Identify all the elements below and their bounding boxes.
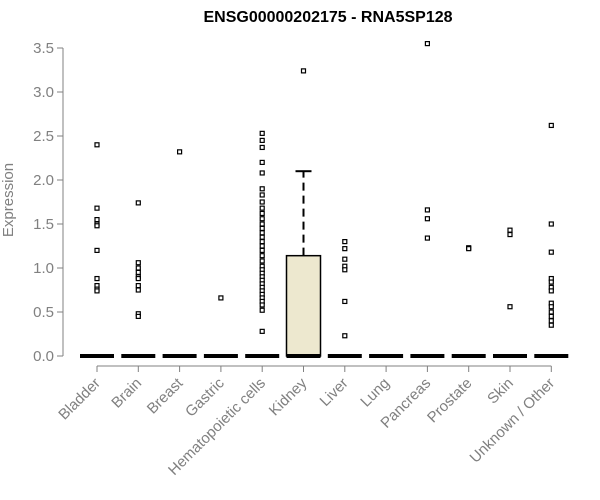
outlier-point — [94, 205, 100, 211]
box-group — [493, 227, 527, 358]
outlier-point — [135, 269, 141, 275]
outlier-point — [259, 186, 265, 192]
y-axis: 0.0 0.5 1.0 1.5 2.0 2.5 3.0 3.5 — [33, 40, 64, 365]
x-tick-label: Skin — [484, 375, 517, 408]
outlier-point — [135, 313, 141, 319]
outlier-point — [259, 247, 265, 253]
outlier-point — [259, 302, 265, 308]
outlier-point — [94, 247, 100, 253]
x-tick-label: Brain — [108, 375, 145, 412]
outlier-point — [94, 223, 100, 229]
box-group — [121, 200, 156, 358]
box-groups — [80, 40, 569, 358]
y-tick-label: 0.0 — [33, 348, 54, 365]
outlier-point — [342, 239, 348, 245]
x-tick-label: Kidney — [266, 374, 311, 419]
box-group — [410, 40, 445, 358]
y-tick-label: 1.0 — [33, 260, 54, 277]
outlier-point — [135, 287, 141, 293]
outlier-point — [259, 221, 265, 227]
y-tick-label: 3.0 — [33, 84, 54, 101]
x-tick-label: Bladder — [55, 375, 104, 424]
outlier-point — [342, 256, 348, 262]
outlier-point — [94, 217, 100, 223]
outlier-point — [259, 258, 265, 264]
outlier-point — [259, 144, 265, 151]
outlier-point — [259, 230, 265, 236]
outlier-point — [135, 275, 141, 282]
y-tick-label: 1.5 — [33, 216, 54, 233]
outlier-point — [548, 304, 554, 310]
y-tick-label: 0.5 — [33, 304, 54, 321]
outlier-point — [300, 68, 307, 74]
outlier-point — [507, 227, 513, 233]
outlier-point — [177, 149, 183, 155]
outlier-point — [259, 205, 265, 211]
outlier-point — [218, 295, 224, 301]
outlier-point — [548, 313, 554, 319]
outlier-point — [548, 122, 554, 129]
x-tick-label: Breast — [144, 374, 187, 417]
outlier-point — [259, 192, 265, 198]
outlier-point — [259, 159, 265, 165]
outlier-point — [259, 239, 265, 245]
outlier-point — [507, 231, 513, 238]
outlier-point — [548, 322, 554, 328]
box-group — [162, 149, 197, 358]
x-tick-label: Lung — [357, 375, 393, 411]
outlier-point — [259, 328, 265, 334]
y-tick-label: 2.5 — [33, 128, 54, 145]
outlier-point — [548, 288, 554, 294]
outlier-point — [548, 318, 554, 324]
outlier-point — [94, 288, 100, 294]
outlier-point — [259, 130, 265, 136]
outlier-point — [424, 235, 430, 241]
outlier-point — [259, 137, 265, 143]
outlier-point — [342, 267, 348, 273]
outlier-point — [548, 249, 554, 255]
x-tick-label: Liver — [317, 375, 352, 410]
box-group — [245, 130, 280, 358]
box-group — [80, 142, 114, 358]
outlier-point — [259, 234, 265, 240]
outlier-point — [424, 40, 430, 47]
box-group — [327, 239, 362, 358]
outlier-point — [135, 283, 141, 289]
box-group — [451, 245, 486, 358]
outlier-point — [342, 298, 348, 305]
outlier-point — [424, 207, 430, 213]
outlier-point — [259, 225, 265, 231]
outlier-point — [342, 333, 348, 339]
outlier-point — [135, 260, 141, 266]
y-tick-label: 2.0 — [33, 172, 54, 189]
y-tick-label: 3.5 — [33, 40, 54, 57]
y-axis-label: Expression — [0, 163, 17, 237]
box-group — [285, 68, 322, 358]
x-tick-label: Prostate — [424, 375, 476, 427]
outlier-point — [135, 265, 141, 271]
outlier-point — [94, 142, 100, 148]
outlier-point — [259, 243, 265, 249]
outlier-point — [135, 200, 141, 206]
outlier-point — [466, 246, 472, 252]
outlier-point — [259, 307, 265, 313]
box-iqr — [285, 254, 322, 357]
chart-title: ENSG00000202175 - RNA5SP128 — [203, 9, 452, 26]
outlier-point — [259, 253, 265, 259]
outlier-point — [259, 216, 265, 222]
outlier-point — [424, 216, 430, 222]
outlier-point — [548, 309, 554, 315]
outlier-point — [259, 210, 265, 217]
box-group — [203, 295, 238, 358]
outlier-point — [259, 199, 265, 205]
outlier-point — [548, 221, 554, 227]
outlier-point — [259, 170, 265, 176]
outlier-point — [94, 275, 100, 282]
outlier-point — [548, 279, 554, 285]
outlier-point — [507, 304, 513, 310]
box-group — [534, 122, 569, 358]
outlier-point — [342, 246, 348, 252]
